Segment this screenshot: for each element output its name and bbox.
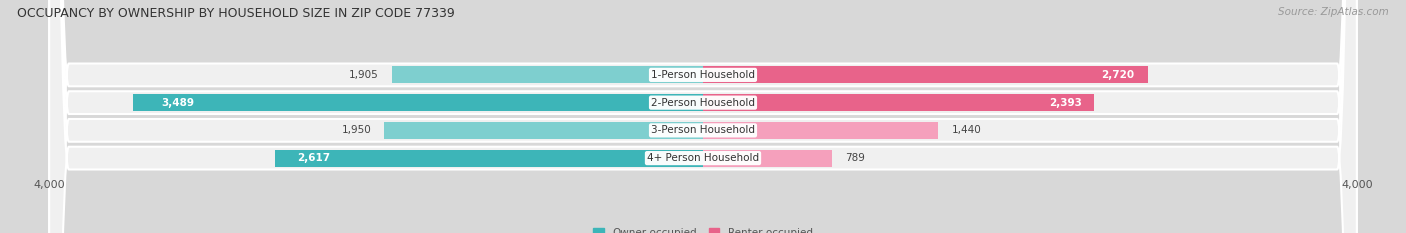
Bar [384, 122, 703, 139]
FancyBboxPatch shape [49, 0, 1357, 233]
Bar [703, 122, 938, 139]
Bar [276, 150, 703, 167]
Text: 4+ Person Household: 4+ Person Household [647, 153, 759, 163]
Text: 3,489: 3,489 [162, 98, 194, 108]
Bar [703, 150, 832, 167]
Text: 789: 789 [845, 153, 865, 163]
Bar [392, 66, 703, 83]
Bar [132, 94, 703, 111]
Bar [703, 94, 1094, 111]
FancyBboxPatch shape [49, 0, 1357, 233]
Text: 1,950: 1,950 [342, 125, 371, 135]
Text: 3-Person Household: 3-Person Household [651, 125, 755, 135]
Text: 2,720: 2,720 [1101, 70, 1135, 80]
Text: 1-Person Household: 1-Person Household [651, 70, 755, 80]
FancyBboxPatch shape [49, 0, 1357, 233]
Text: OCCUPANCY BY OWNERSHIP BY HOUSEHOLD SIZE IN ZIP CODE 77339: OCCUPANCY BY OWNERSHIP BY HOUSEHOLD SIZE… [17, 7, 454, 20]
FancyBboxPatch shape [49, 0, 1357, 233]
Text: Source: ZipAtlas.com: Source: ZipAtlas.com [1278, 7, 1389, 17]
Text: 1,905: 1,905 [349, 70, 378, 80]
Text: 2,617: 2,617 [297, 153, 330, 163]
Text: 2-Person Household: 2-Person Household [651, 98, 755, 108]
Bar [703, 66, 1147, 83]
Legend: Owner-occupied, Renter-occupied: Owner-occupied, Renter-occupied [589, 223, 817, 233]
Text: 2,393: 2,393 [1049, 98, 1083, 108]
Text: 1,440: 1,440 [952, 125, 981, 135]
